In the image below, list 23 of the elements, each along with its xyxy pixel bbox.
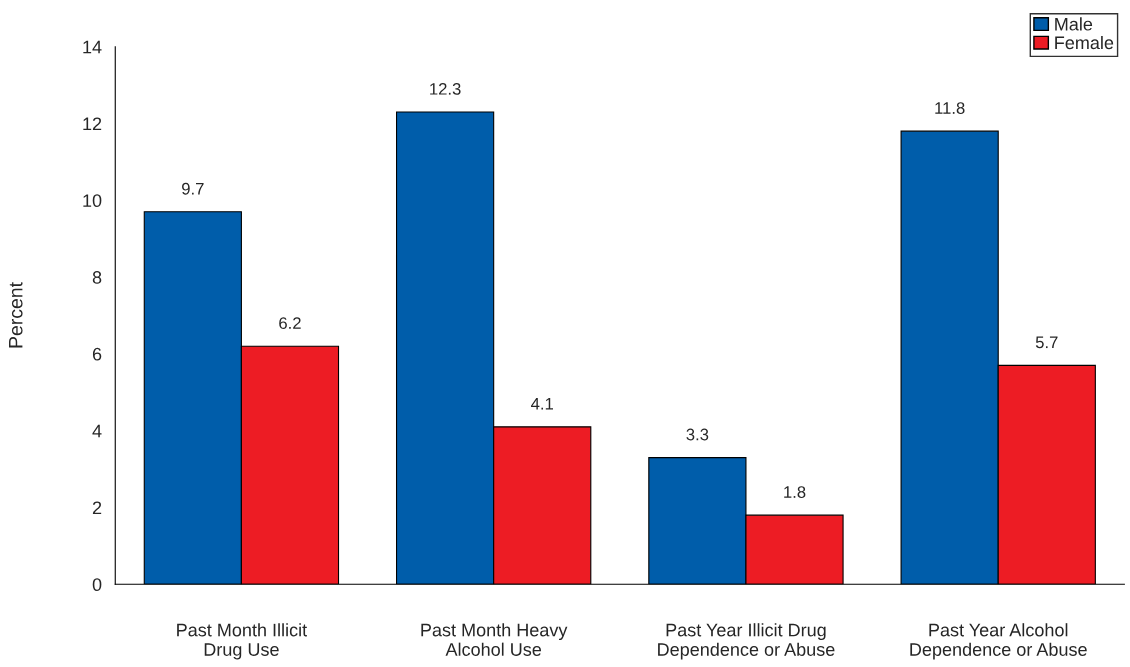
y-tick-label: 8 <box>92 271 102 284</box>
legend-label: Female <box>1055 35 1114 50</box>
data-label: 1.8 <box>784 486 806 498</box>
x-tick-label: Past Month Heavy Alcohol Use <box>421 623 568 656</box>
data-label: 4.1 <box>531 398 553 410</box>
x-tick-label: Past Month Illicit Drug Use <box>177 623 307 660</box>
data-label: 9.7 <box>182 182 204 195</box>
data-label: 11.8 <box>935 102 965 114</box>
y-tick-label: 6 <box>92 347 102 361</box>
y-tick-label: 2 <box>92 501 102 515</box>
data-label: 3.3 <box>686 428 709 441</box>
y-tick-label: 12 <box>83 117 102 131</box>
y-axis-title: Percent <box>9 282 23 348</box>
y-tick-label: 4 <box>92 424 102 438</box>
legend-label: Male <box>1055 17 1093 31</box>
data-label: 5.7 <box>1035 336 1058 349</box>
data-label: 12.3 <box>430 82 461 95</box>
y-tick-label: 14 <box>83 40 102 54</box>
x-tick-label: Past Year Alcohol Dependence or Abuse <box>910 623 1087 660</box>
x-tick-label: Past Year Illicit Drug Dependence or Abuse <box>658 623 835 660</box>
y-tick-label: 10 <box>83 194 102 208</box>
data-label: 6.2 <box>279 317 301 330</box>
y-tick-label: 0 <box>92 578 102 592</box>
